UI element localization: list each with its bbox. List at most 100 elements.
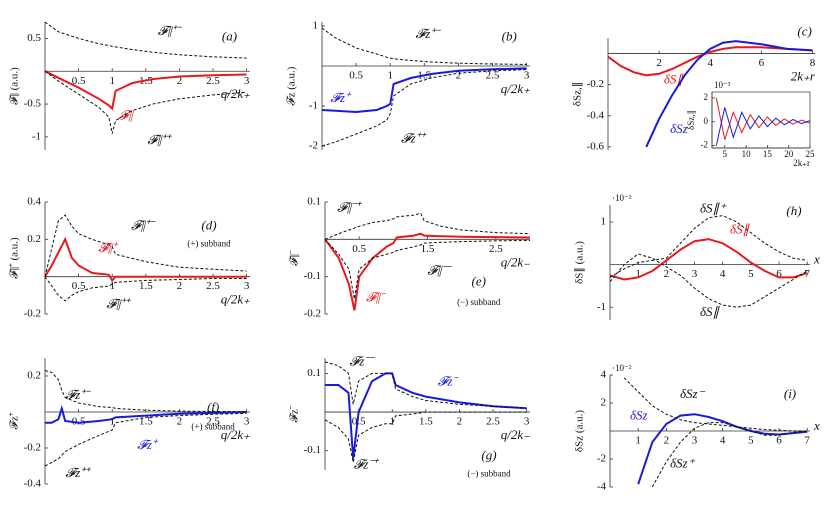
y-tick-label: 0.4 (27, 196, 41, 208)
y-tick-label: -0.1 (304, 270, 321, 282)
series-line (44, 236, 247, 283)
panel-label: (c) (797, 23, 811, 38)
series-line (44, 214, 247, 277)
x-axis-label: x (813, 252, 820, 267)
y-tick-label: 0.1 (307, 367, 321, 379)
x-tick-label: 5 (748, 435, 754, 447)
x-tick-label: 4 (707, 57, 713, 69)
y-tick-label: 0.1 (307, 196, 321, 208)
series-label: 𝓕∥⁺⁺ (107, 296, 132, 311)
x-tick-label: 2 (456, 70, 462, 82)
annotation: (+) subband (187, 239, 231, 249)
x-tick-label: 10 (742, 149, 752, 159)
series-line (321, 69, 527, 147)
series-line (607, 46, 813, 77)
series-line (609, 215, 808, 278)
x-tick-label: 1 (389, 416, 395, 428)
y-tick-label: -1 (597, 301, 606, 313)
x-tick-label: 1 (109, 416, 115, 428)
series-label: 𝓕z⁻⁻ (350, 353, 376, 368)
series-label: 𝓕z⁺⁻ (416, 26, 442, 41)
series-line (609, 238, 808, 281)
y-tick-label: 1 (601, 216, 607, 228)
series-line (609, 253, 808, 308)
multiplier: 10⁻³ (714, 80, 731, 90)
y-tick-label: -0.2 (24, 442, 41, 454)
y-tick-label: -1 (309, 100, 318, 112)
y-tick-label: -0.2 (24, 308, 41, 320)
x-tick-label: 1 (635, 435, 641, 447)
series-line (44, 70, 247, 134)
y-axis-label: δSz,∥ (686, 110, 696, 130)
x-axis-label: 2k₊r (791, 69, 816, 84)
panel-label: (g) (481, 448, 496, 463)
series-line (651, 422, 808, 488)
series-label: 𝓕∥⁺⁻ (158, 23, 183, 38)
x-tick-label: 5 (723, 149, 728, 159)
x-tick-label: 0.5 (352, 243, 366, 255)
y-tick-label: -0.2 (587, 78, 604, 90)
x-tick-label: 4 (720, 435, 726, 447)
series-label: 𝓕z⁻ (438, 374, 460, 389)
x-tick-label: 25 (806, 149, 816, 159)
y-tick-label: -0.1 (304, 444, 321, 456)
x-tick-label: 2 (177, 75, 183, 87)
x-tick-label: 7 (804, 268, 810, 280)
x-tick-label: 2.5 (486, 416, 500, 428)
x-tick-label: 1 (109, 75, 115, 87)
series-label: δSz (670, 121, 688, 136)
y-axis-label: 𝓕z (a.u.) (286, 66, 298, 105)
series-line (645, 40, 813, 148)
x-tick-label: 7 (804, 435, 810, 447)
series-label: 𝓕z⁺⁺ (401, 131, 427, 146)
y-axis-label: δSz,∥ (572, 82, 584, 106)
x-tick-label: 2 (656, 57, 662, 69)
x-tick-label: 1.5 (139, 416, 153, 428)
y-tick-label: -0.2 (304, 308, 321, 320)
x-tick-label: 6 (759, 57, 765, 69)
x-axis-label: x (813, 418, 820, 433)
series-label: 𝓕z⁺ (137, 437, 159, 452)
x-tick-label: 0.5 (72, 75, 86, 87)
series-label: 𝓕∥⁺⁻ (131, 218, 156, 233)
x-tick-label: 2.5 (206, 280, 220, 292)
panel-label: (h) (786, 203, 801, 218)
x-tick-label: 3 (244, 280, 250, 292)
series-label: 𝓕z⁻⁺ (354, 457, 380, 472)
y-axis-label: 𝓕∥⁺ (a.u.) (9, 237, 21, 279)
x-tick-label: 2 (664, 268, 670, 280)
y-tick-label: 1 (313, 20, 319, 32)
series-line (44, 276, 247, 302)
x-axis-label: q/2k₊ (221, 86, 250, 101)
y-tick-label: 0.5 (27, 32, 41, 44)
series-label: δSz⁺ (670, 456, 696, 471)
x-tick-label: 3 (244, 75, 250, 87)
y-tick-label: -2 (701, 140, 709, 150)
x-axis-label: q/2k₊ (221, 427, 250, 442)
series-line (715, 97, 811, 140)
panel-label: (f) (207, 399, 219, 414)
x-tick-label: 4 (720, 268, 726, 280)
y-tick-label: -4 (597, 481, 607, 493)
x-tick-label: 15 (763, 149, 773, 159)
x-axis-label: q/2k₊ (501, 81, 530, 96)
x-tick-label: 1.5 (139, 280, 153, 292)
series-line (321, 27, 527, 65)
x-axis-label: q/2k₋ (501, 427, 530, 442)
series-line (324, 232, 531, 311)
series-line (623, 377, 808, 432)
series-line (324, 212, 531, 240)
y-axis-label: δS∥ (a.u.) (574, 241, 586, 284)
panel-label: (d) (201, 218, 216, 233)
annotation: (+) subband (191, 421, 235, 431)
x-tick-label: 6 (776, 268, 782, 280)
annotation: (−) subband (457, 297, 501, 307)
series-label: 𝓕∥⁺ (98, 240, 119, 255)
series-label: δSz⁻ (680, 386, 706, 401)
x-tick-label: 3 (692, 435, 698, 447)
x-tick-label: 6 (776, 435, 782, 447)
x-tick-label: 3 (244, 416, 250, 428)
x-tick-label: 1 (109, 280, 115, 292)
series-label: 𝓕∥⁻⁻ (428, 262, 453, 277)
